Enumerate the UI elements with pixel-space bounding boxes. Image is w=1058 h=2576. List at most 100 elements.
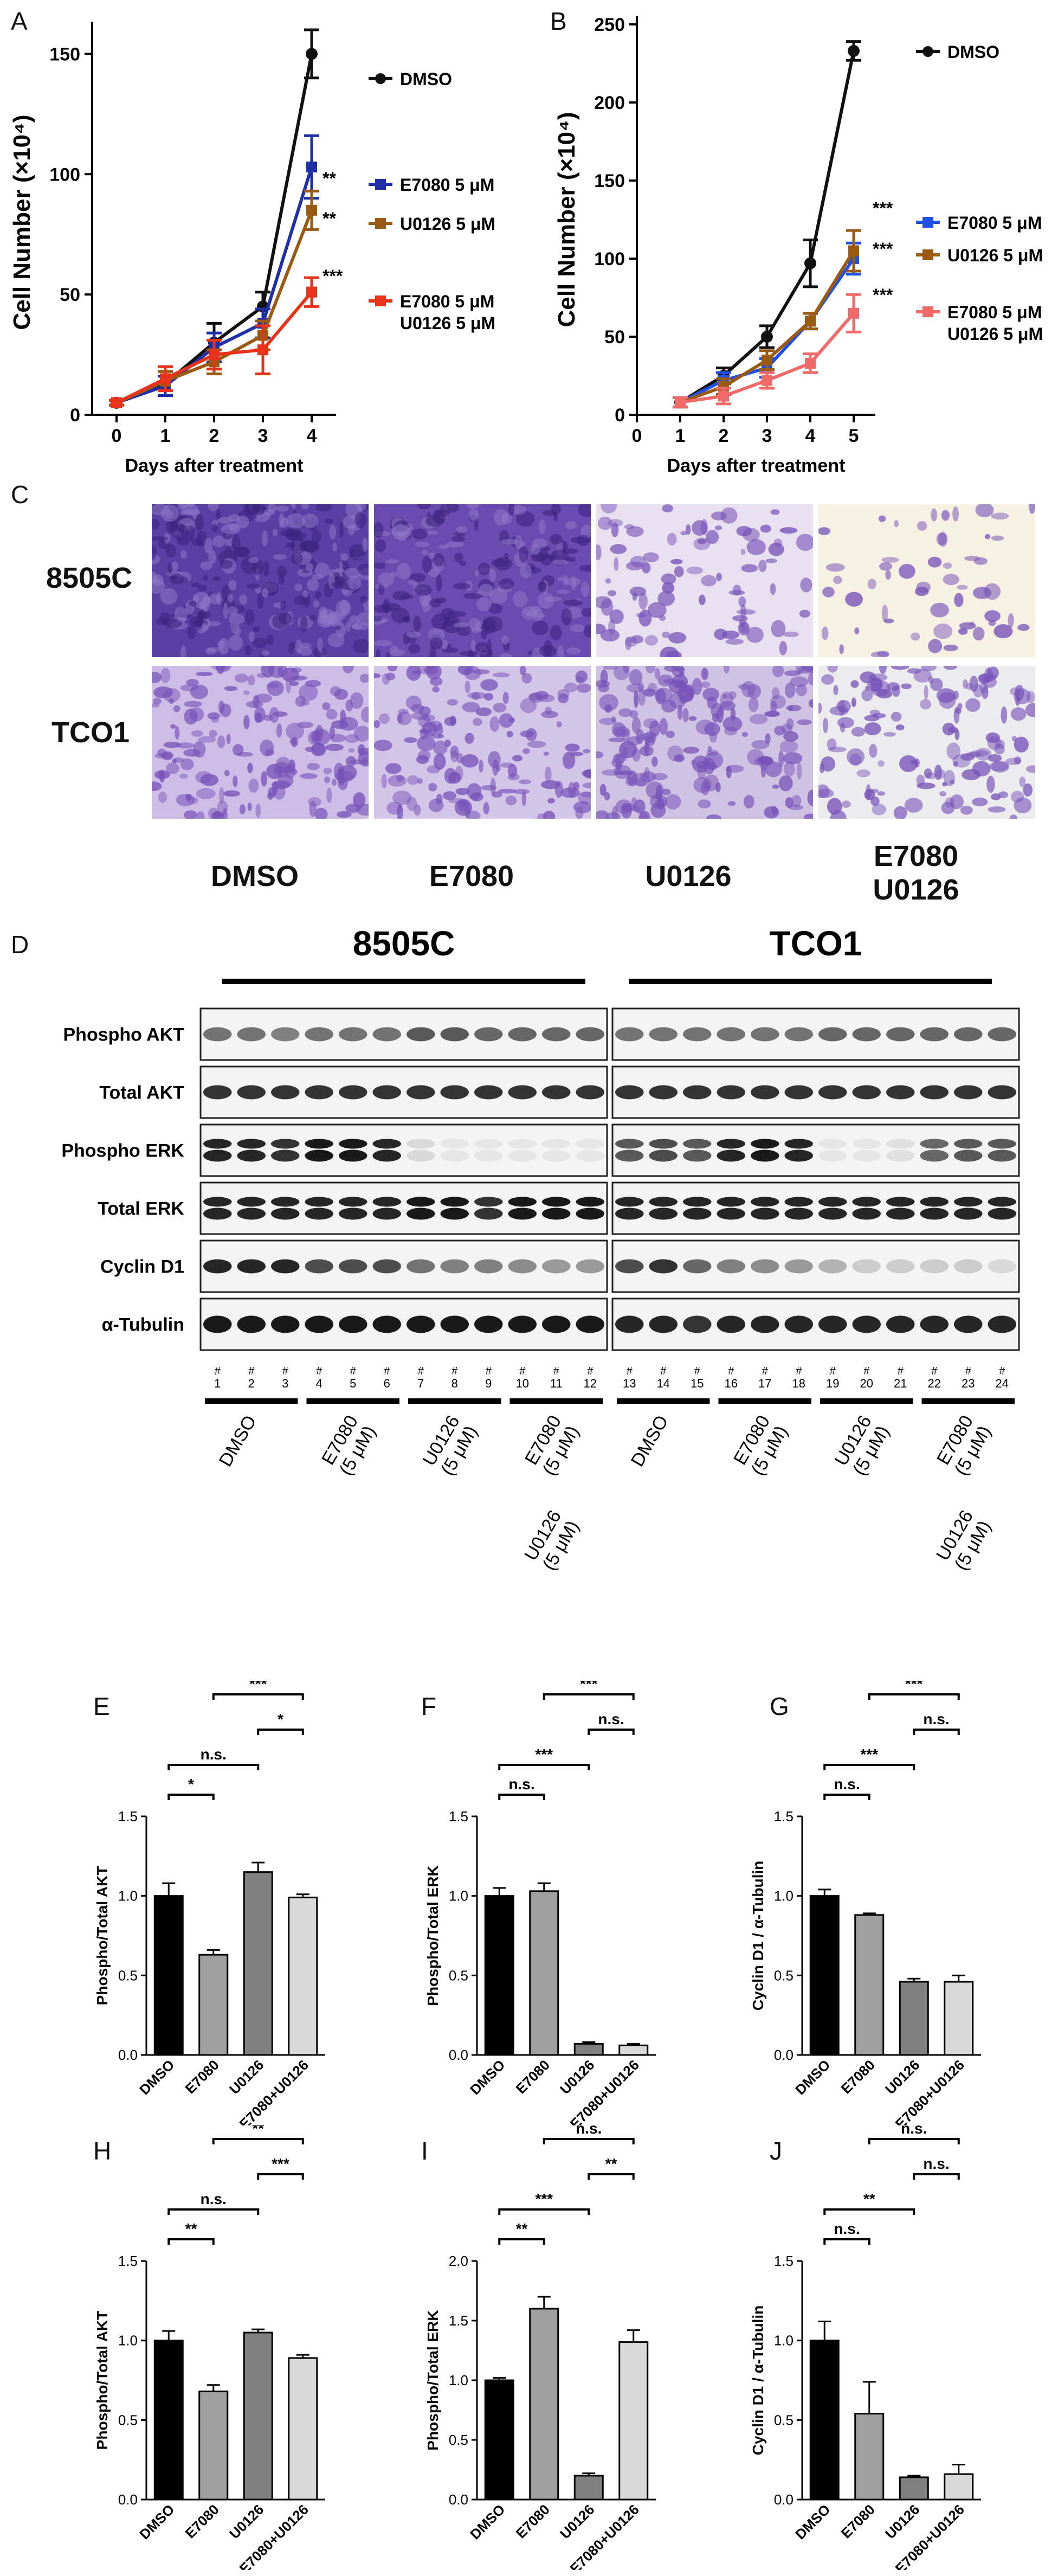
blot-band: [407, 1027, 435, 1042]
cell: [211, 811, 224, 819]
blot-panel: [611, 1123, 1020, 1177]
blot-panel: [611, 1181, 1020, 1235]
blot-band: [305, 1259, 333, 1274]
cell: [936, 688, 956, 703]
cell: [552, 560, 569, 565]
cell: [511, 505, 526, 515]
cell: [702, 688, 720, 701]
cell: [578, 791, 591, 805]
significance-label: n.s.: [834, 2220, 860, 2237]
cell: [459, 651, 479, 656]
cell: [891, 711, 902, 722]
y-tick-label: 0.5: [774, 2412, 794, 2428]
cell: [911, 632, 920, 641]
cell: [224, 686, 238, 691]
cell: [453, 622, 470, 628]
cell: [674, 566, 684, 577]
blot-band: [576, 1149, 604, 1162]
x-tick-label: 4: [805, 426, 816, 446]
cell: [611, 722, 626, 737]
y-tick-label: 0.5: [774, 1967, 794, 1983]
cell: [184, 701, 202, 708]
x-tick-label: 3: [258, 426, 268, 446]
cell: [494, 557, 512, 571]
cell: [276, 566, 287, 577]
cell: [189, 616, 204, 627]
cell: [451, 536, 465, 542]
blot-band: [649, 1197, 678, 1207]
category-label: DMSO: [467, 2501, 508, 2542]
bar: [618, 2341, 649, 2501]
cell: [286, 513, 306, 529]
cell: [513, 789, 530, 794]
cell: [772, 784, 779, 789]
cell: [362, 537, 368, 553]
cell: [808, 699, 813, 708]
cell: [180, 758, 194, 770]
cell: [659, 615, 666, 621]
cell: [197, 609, 211, 620]
cell: [165, 762, 179, 774]
cell: [941, 801, 955, 814]
cell: [346, 756, 356, 767]
cell: [779, 527, 798, 534]
blot-band: [305, 1207, 333, 1220]
data-point: [761, 331, 773, 343]
cell: [818, 527, 831, 535]
blot-band: [852, 1315, 881, 1333]
cell: [248, 778, 259, 793]
cell: [716, 573, 722, 581]
cell: [972, 627, 985, 641]
blot-panel: [199, 1123, 608, 1177]
legend-label: U0126 5 μM: [400, 214, 495, 234]
cell: [821, 626, 829, 640]
data-point: [306, 48, 318, 60]
cell: [184, 810, 197, 819]
blot-row-label: Phospho ERK: [61, 1141, 184, 1161]
cell: [557, 645, 564, 657]
blot-band: [237, 1139, 266, 1149]
micrograph: [818, 504, 1035, 657]
blot-band: [407, 1149, 435, 1162]
treatment-label: DMSO: [627, 1412, 673, 1470]
cell: [381, 774, 387, 789]
cell: [291, 504, 296, 509]
cell: [952, 506, 959, 522]
lane-number: 3: [282, 1377, 288, 1390]
cell: [490, 778, 496, 795]
y-axis-label: Phospho/Total ERK: [424, 2310, 441, 2450]
cell: [397, 804, 403, 819]
micro-col-label-combo: E7080 U0126: [873, 840, 959, 906]
cell: [856, 769, 870, 778]
significance-label: ***: [873, 239, 893, 259]
blot-band: [203, 1027, 232, 1042]
cell: [962, 769, 980, 780]
y-axis-label: Phospho/Total ERK: [424, 1865, 441, 2006]
cell: [612, 753, 625, 765]
cell: [493, 509, 508, 526]
cell: [374, 522, 384, 538]
cell: [173, 705, 180, 712]
legend-label: E7080 5 μM: [400, 292, 494, 311]
cell: [350, 549, 365, 561]
cell: [640, 771, 656, 782]
blot-panel: [611, 1239, 1020, 1293]
blot-band: [683, 1315, 712, 1333]
blot-band: [339, 1085, 367, 1100]
cell: [677, 705, 683, 720]
blot-band: [440, 1197, 469, 1207]
significance-bracket: [913, 2173, 960, 2180]
micrograph-cells: [818, 504, 1035, 657]
cell: [659, 718, 668, 735]
cell: [417, 750, 431, 761]
cell: [632, 592, 637, 601]
significance-label: **: [605, 2155, 617, 2172]
cell: [301, 504, 309, 510]
blot-band: [271, 1259, 300, 1274]
x-tick-label: 2: [719, 426, 729, 446]
cell: [158, 791, 167, 803]
cell: [636, 729, 644, 744]
cell: [770, 701, 777, 713]
blot-band: [683, 1259, 712, 1274]
cell: [489, 716, 500, 732]
